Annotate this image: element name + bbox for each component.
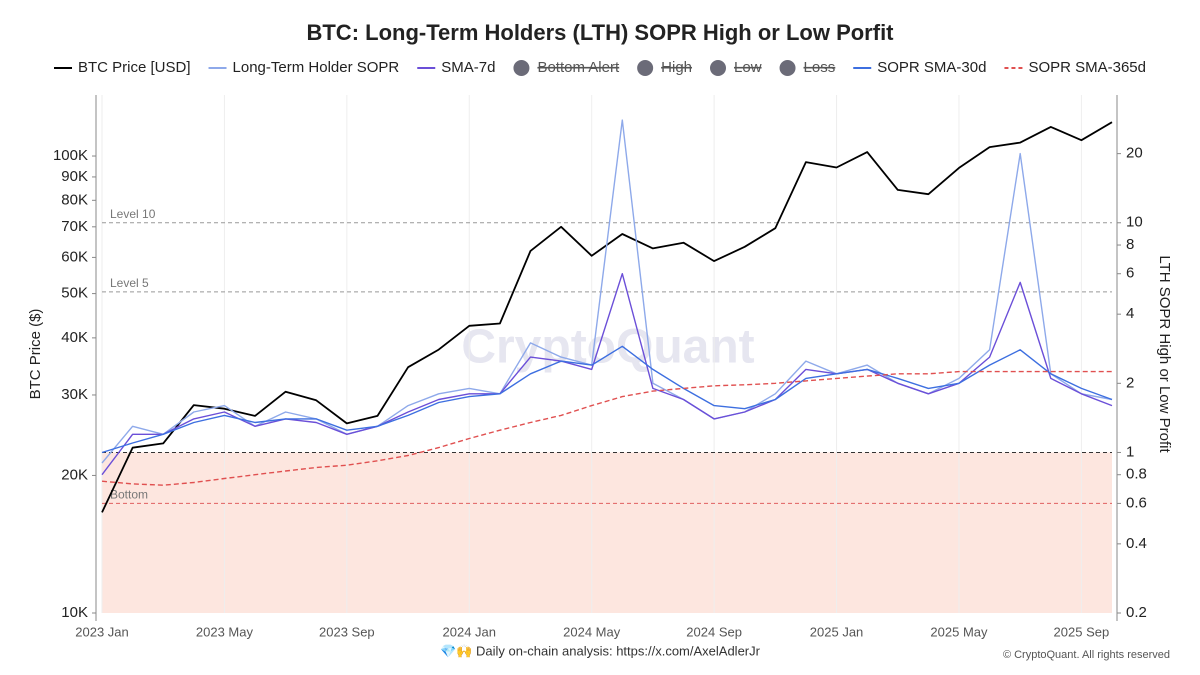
legend-item: SMA-7d <box>417 59 495 76</box>
x-tick-label: 2023 Jan <box>75 624 129 639</box>
legend-label: High <box>661 59 692 76</box>
legend-item: Bottom Alert <box>513 59 620 76</box>
y2-tick-label: 20 <box>1126 145 1143 162</box>
legend-item: SOPR SMA-365d <box>1004 59 1146 76</box>
x-tick-label: 2024 May <box>563 624 621 639</box>
y2-tick-label: 0.6 <box>1126 494 1147 511</box>
y2-tick-label: 0.8 <box>1126 466 1147 483</box>
y-tick-label: 10K <box>61 604 88 621</box>
legend-swatch <box>710 60 727 76</box>
y-tick-label: 80K <box>61 191 88 208</box>
y2-tick-label: 0.4 <box>1126 535 1147 552</box>
legend-label: SOPR SMA-365d <box>1028 59 1146 76</box>
legend-label: SOPR SMA-30d <box>877 59 986 76</box>
legend: BTC Price [USD] Long-Term Holder SOPR SMA-… <box>54 59 1146 76</box>
level-label: Bottom <box>110 488 148 502</box>
legend-item: SOPR SMA-30d <box>853 59 986 76</box>
y2-tick-label: 8 <box>1126 236 1134 253</box>
legend-label: Long-Term Holder SOPR <box>233 59 400 76</box>
y2-tick-label: 2 <box>1126 374 1134 391</box>
y2-tick-label: 4 <box>1126 305 1134 322</box>
x-tick-label: 2025 Sep <box>1054 624 1110 639</box>
legend-label: SMA-7d <box>441 59 495 76</box>
y2-tick-label: 6 <box>1126 265 1134 282</box>
y2-tick-label: 0.2 <box>1126 604 1147 621</box>
level-label: Level 5 <box>110 276 149 290</box>
y-axis-label: BTC Price ($) <box>27 309 44 400</box>
legend-label: Bottom Alert <box>537 59 620 76</box>
y2-tick-label: 1 <box>1126 443 1134 460</box>
series-line <box>101 273 1113 476</box>
legend-item: Long-Term Holder SOPR <box>208 59 400 76</box>
legend-swatch <box>779 60 796 76</box>
watermark: CryptoQuant <box>461 321 754 374</box>
copyright: © CryptoQuant. All rights reserved <box>1003 649 1170 661</box>
legend-label: BTC Price [USD] <box>78 59 191 76</box>
chart-title: BTC: Long-Term Holders (LTH) SOPR High o… <box>306 20 894 45</box>
legend-swatch <box>637 60 654 76</box>
legend-item: Low <box>710 59 762 76</box>
loss-zone <box>102 452 1112 613</box>
y-tick-label: 70K <box>61 218 88 235</box>
y-tick-label: 60K <box>61 248 88 265</box>
y-tick-label: 20K <box>61 466 88 483</box>
x-tick-label: 2023 May <box>196 624 254 639</box>
y2-tick-label: 10 <box>1126 214 1143 231</box>
y-tick-label: 30K <box>61 386 88 403</box>
series-line <box>101 345 1113 454</box>
y-tick-label: 90K <box>61 168 88 185</box>
y-tick-label: 40K <box>61 329 88 346</box>
x-tick-label: 2024 Jan <box>443 624 497 639</box>
legend-swatch <box>513 60 530 76</box>
legend-item: BTC Price [USD] <box>54 59 191 76</box>
legend-label: Loss <box>804 59 836 76</box>
footer: 💎🙌 Daily on-chain analysis: https://x.co… <box>440 643 761 658</box>
x-tick-label: 2023 Sep <box>319 624 375 639</box>
x-tick-label: 2024 Sep <box>686 624 742 639</box>
legend-item: High <box>637 59 693 76</box>
y2-axis-label: LTH SOPR High or Low Profit <box>1156 255 1173 453</box>
x-tick-label: 2025 May <box>930 624 988 639</box>
legend-item: Loss <box>779 59 836 76</box>
level-label: Level 10 <box>110 207 156 221</box>
series-line <box>101 370 1112 486</box>
y-tick-label: 100K <box>53 147 88 164</box>
legend-label: Low <box>734 59 762 76</box>
x-tick-label: 2025 Jan <box>810 624 864 639</box>
y-tick-label: 50K <box>61 285 88 302</box>
